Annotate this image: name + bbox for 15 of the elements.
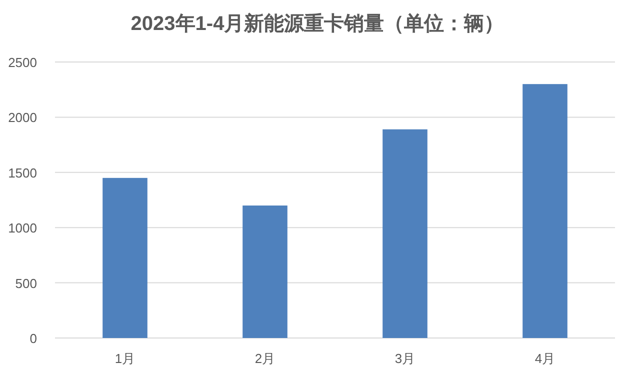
y-tick-label: 500: [15, 276, 37, 291]
x-tick-label: 2月: [254, 351, 276, 366]
y-tick-label: 0: [30, 331, 37, 346]
chart-title: 2023年1-4月新能源重卡销量（单位：辆）: [130, 12, 504, 35]
bar: [102, 178, 148, 338]
bar: [382, 129, 428, 338]
x-tick-label: 1月: [114, 351, 136, 366]
y-tick-label: 1000: [8, 220, 37, 236]
x-tick-label: 4月: [534, 351, 556, 366]
x-tick-label: 3月: [394, 351, 416, 366]
bar: [242, 206, 288, 338]
y-tick-label: 1500: [8, 165, 37, 180]
bar: [522, 84, 568, 338]
y-tick-label: 2500: [8, 55, 37, 70]
y-tick-label: 2000: [8, 110, 37, 126]
